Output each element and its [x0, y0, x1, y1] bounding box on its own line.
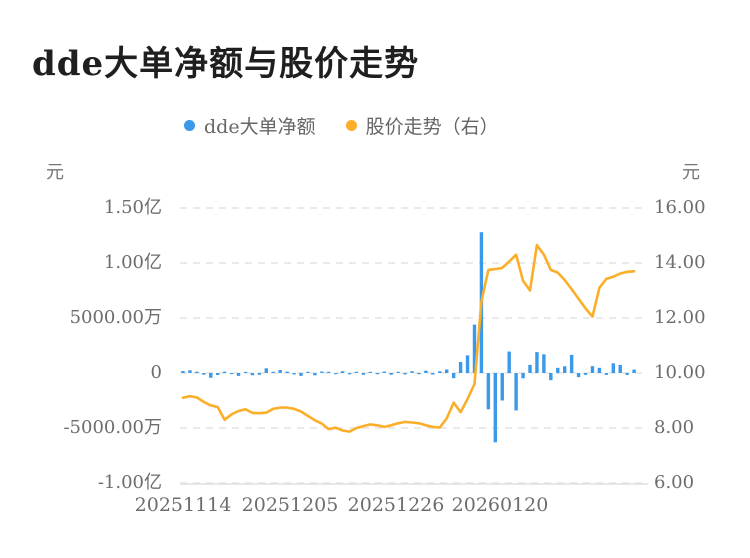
x-axis-tick: 20260120	[451, 494, 549, 516]
right-axis-tick: 12.00	[654, 307, 706, 328]
legend-item-line-series[interactable]: 股价走势（右）	[345, 112, 499, 139]
left-axis-tick: 5000.00万	[69, 307, 162, 328]
left-axis-tick: 0	[150, 362, 162, 383]
legend-dot-icon-bar	[184, 119, 195, 131]
left-axis-tick: -5000.00万	[63, 417, 162, 438]
legend-dot-icon-line	[345, 119, 357, 131]
right-axis-tick: 16.00	[654, 197, 706, 218]
x-axis-tick: 20251114	[134, 494, 232, 516]
left-axis-unit: 元	[46, 162, 64, 183]
left-axis-tick: 1.00亿	[103, 252, 162, 273]
x-axis-tick: 20251205	[241, 494, 339, 516]
left-axis-tick: 1.50亿	[103, 197, 162, 218]
left-axis-tick: -1.00亿	[97, 472, 162, 493]
right-axis-tick: 14.00	[654, 252, 706, 273]
legend-label-line: 股价走势（右）	[365, 115, 499, 138]
page-title: dde大单净额与股价走势	[32, 44, 420, 84]
chart-legend: dde大单净额 股价走势（右）	[184, 112, 499, 138]
legend-label-bar: dde大单净额	[204, 115, 316, 138]
right-axis-tick: 10.00	[654, 362, 706, 383]
right-axis-tick: 8.00	[654, 417, 695, 438]
right-axis-tick: 6.00	[654, 472, 695, 493]
legend-item-bar-series[interactable]: dde大单净额	[184, 112, 316, 139]
right-axis-unit: 元	[682, 162, 700, 183]
x-axis-tick: 20251226	[347, 494, 445, 516]
